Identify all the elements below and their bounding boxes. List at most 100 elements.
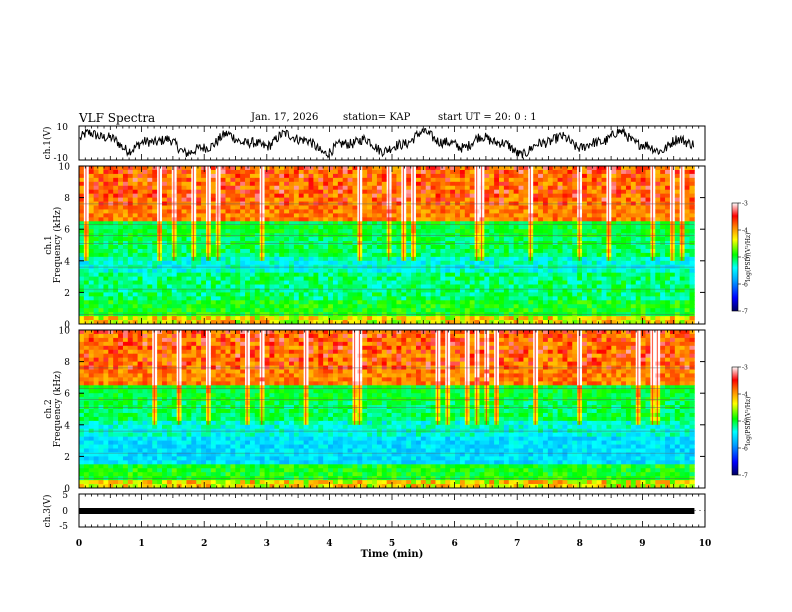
- spectrogram-cell: [494, 300, 500, 305]
- spectrogram-cell: [201, 181, 207, 187]
- spectrogram-cell: [674, 229, 681, 234]
- spectrogram-cell: [650, 268, 656, 274]
- spectrogram-cell: [435, 189, 441, 195]
- spectrogram-cell: [440, 213, 446, 218]
- spectrogram-cell: [518, 288, 524, 293]
- spectrogram-cell: [621, 288, 627, 293]
- spectrogram-cell: [489, 229, 495, 234]
- spectrogram-cell: [674, 193, 681, 198]
- spectrogram-cell: [645, 296, 651, 301]
- spectrogram-cell: [445, 304, 451, 309]
- spectrogram-cell: [464, 213, 471, 218]
- spectrogram-cell: [572, 288, 578, 293]
- ch1-spectrogram-cells: [79, 166, 695, 325]
- spectrogram-cell: [152, 245, 158, 250]
- spectrogram-cell: [328, 185, 334, 191]
- spectrogram-cell: [279, 169, 285, 175]
- spectrogram-cell: [108, 205, 114, 210]
- spectrogram-cell: [601, 213, 607, 218]
- spectrogram-cell: [137, 248, 143, 254]
- spectrogram-cell: [352, 320, 358, 325]
- spectrogram-cell: [523, 225, 529, 230]
- spectrogram-cell: [269, 197, 275, 202]
- spectrogram-cell: [376, 296, 383, 301]
- spectrogram-cell: [503, 229, 510, 234]
- spectrogram-cell: [435, 225, 441, 230]
- spectrogram-cell: [245, 284, 251, 289]
- spectrogram-cell: [113, 308, 119, 313]
- spectrogram-cell: [572, 268, 578, 274]
- spectrogram-cell: [518, 237, 524, 242]
- spectrogram-cell: [152, 197, 158, 202]
- spectrogram-cell: [440, 221, 446, 226]
- spectrogram-cell: [240, 169, 246, 175]
- spectrogram-cell: [298, 217, 305, 222]
- spectrogram-cell: [293, 221, 300, 226]
- spectrogram-cell: [93, 276, 99, 281]
- spectrogram-cell: [240, 209, 246, 214]
- spectrogram-cell: [372, 166, 378, 171]
- spectrogram-cell: [352, 288, 358, 293]
- spectrogram-cell: [225, 268, 231, 274]
- spectrogram-cell: [137, 296, 143, 301]
- spectrogram-cell: [118, 229, 124, 234]
- spectrogram-cell: [279, 177, 285, 183]
- spectrogram-cell: [186, 209, 192, 214]
- spectrogram-cell: [665, 237, 671, 242]
- spectrogram-cell: [376, 205, 383, 210]
- spectrogram-cell: [523, 213, 529, 218]
- spectrogram-cell: [347, 245, 353, 250]
- spectrogram-cell: [83, 300, 90, 305]
- spectrogram-cell: [533, 308, 539, 313]
- spectrogram-cell: [249, 272, 256, 277]
- spectrogram-cell: [79, 217, 85, 222]
- spectrogram-cell: [640, 169, 646, 175]
- spectrogram-cell: [264, 256, 270, 262]
- spectrogram-cell: [533, 248, 539, 254]
- spectrogram-cell: [347, 237, 353, 242]
- spectrogram-cell: [259, 320, 265, 325]
- spectrogram-cell: [484, 217, 490, 222]
- spectrogram-cell: [113, 205, 119, 210]
- spectrogram-cell: [303, 252, 309, 258]
- spectrogram-cell: [660, 268, 666, 274]
- spectrogram-cell: [118, 296, 124, 301]
- spectrogram-cell: [235, 284, 241, 289]
- spectrogram-cell: [210, 272, 217, 277]
- spectrogram-cell: [215, 276, 222, 281]
- spectrogram-cell: [88, 205, 95, 210]
- spectrogram-cell: [586, 316, 593, 321]
- spectrogram-cell: [415, 300, 422, 305]
- spectrogram-cell: [176, 256, 182, 262]
- spectrogram-cell: [274, 284, 280, 289]
- spectrogram-cell: [435, 166, 441, 171]
- spectrogram-cell: [489, 197, 495, 202]
- spectrogram-cell: [499, 248, 505, 254]
- spectrogram-cell: [508, 248, 515, 254]
- spectrogram-cell: [108, 304, 114, 309]
- spectrogram-cell: [122, 197, 129, 202]
- spectrogram-cell: [591, 166, 598, 171]
- spectrogram-cell: [225, 177, 231, 183]
- spectrogram-cell: [332, 225, 339, 230]
- spectrogram-cell: [586, 197, 593, 202]
- spectrogram-cell: [240, 189, 246, 195]
- spectrogram-cell: [332, 213, 339, 218]
- spectrogram-cell: [103, 276, 109, 281]
- spectrogram-cell: [245, 300, 251, 305]
- spectrogram-cell: [230, 209, 236, 214]
- spectrogram-cell: [274, 197, 280, 202]
- spectrogram-cell: [264, 292, 270, 297]
- spectrogram-cell: [572, 256, 578, 262]
- spectrogram-cell: [152, 288, 158, 293]
- spectrogram-cell: [362, 245, 368, 250]
- spectrogram-cell: [201, 193, 207, 198]
- spectrogram-cell: [464, 296, 471, 301]
- spectrogram-cell: [118, 217, 124, 222]
- spectrogram-cell: [215, 268, 222, 274]
- spectrogram-cell: [591, 304, 598, 309]
- spectrogram-cell: [669, 304, 676, 309]
- spectrogram-cell: [230, 185, 236, 191]
- spectrogram-cell: [201, 217, 207, 222]
- spectrogram-cell: [625, 221, 632, 226]
